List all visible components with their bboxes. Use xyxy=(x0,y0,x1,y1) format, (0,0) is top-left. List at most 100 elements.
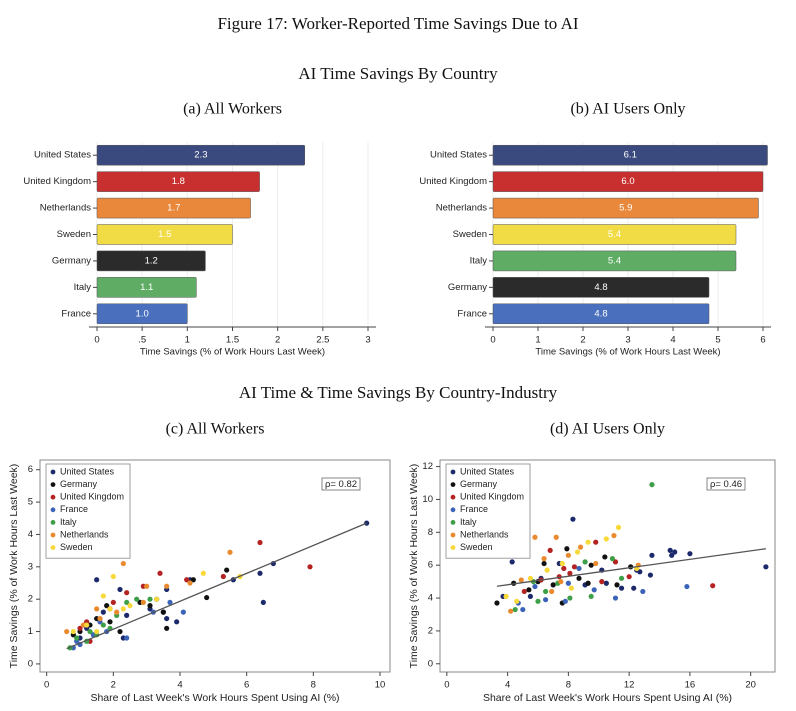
y-tick-label: 8 xyxy=(428,527,433,538)
point xyxy=(672,549,678,555)
point xyxy=(140,599,146,606)
point xyxy=(588,562,594,568)
point xyxy=(120,560,126,567)
point xyxy=(110,599,116,606)
point xyxy=(174,619,180,625)
point xyxy=(542,588,549,595)
x-tick-label: 2 xyxy=(111,680,116,691)
point xyxy=(160,609,166,615)
bar-value-label: 1.1 xyxy=(140,282,153,293)
point xyxy=(110,573,116,580)
point xyxy=(124,612,130,618)
legend-label: Netherlands xyxy=(460,529,509,539)
point xyxy=(114,609,120,615)
point xyxy=(591,587,597,593)
chart-subtitle: (b) AI Users Only xyxy=(570,101,685,118)
y-tick-label: 5 xyxy=(28,497,33,508)
legend-label: Germany xyxy=(60,479,98,489)
point xyxy=(614,582,620,588)
point xyxy=(532,583,538,590)
legend-label: United States xyxy=(460,466,515,476)
point xyxy=(549,588,555,595)
point xyxy=(585,539,591,545)
y-tick-label: 12 xyxy=(422,461,433,472)
legend-marker xyxy=(50,532,56,538)
point xyxy=(184,577,190,583)
y-tick-label: 10 xyxy=(422,494,433,505)
bar-value-label: 6.0 xyxy=(621,176,634,187)
x-tick-label: 0 xyxy=(444,680,449,691)
figure-title: Figure 17: Worker-Reported Time Savings … xyxy=(217,14,578,33)
point xyxy=(561,565,567,572)
x-tick-label: .5 xyxy=(138,335,146,346)
bar-value-label: 5.9 xyxy=(619,203,632,214)
point xyxy=(220,573,226,580)
category-label: United Kingdom xyxy=(419,176,487,187)
legend-marker xyxy=(450,469,456,475)
point xyxy=(558,579,564,585)
bar-value-label: 4.8 xyxy=(594,282,607,293)
y-tick-label: 4 xyxy=(428,593,433,604)
legend-marker xyxy=(50,482,56,487)
point xyxy=(520,606,526,613)
category-label: United States xyxy=(430,150,487,161)
x-tick-label: 16 xyxy=(685,680,696,691)
point xyxy=(117,628,123,635)
legend-marker xyxy=(50,545,56,550)
point xyxy=(541,560,547,567)
x-axis-label: Time Savings (% of Work Hours Last Week) xyxy=(535,347,720,358)
legend-marker xyxy=(50,520,56,525)
x-tick-label: 8 xyxy=(311,680,316,691)
category-label: France xyxy=(61,308,91,319)
bar-value-label: 1.0 xyxy=(136,308,149,319)
x-tick-label: 10 xyxy=(375,680,386,691)
point xyxy=(521,588,527,595)
point xyxy=(94,628,100,635)
x-tick-label: 3 xyxy=(365,335,370,346)
annotation: ρ= 0.46 xyxy=(710,479,742,490)
legend-label: Sweden xyxy=(460,542,493,552)
x-axis-label: Time Savings (% of Work Hours Last Week) xyxy=(140,347,325,358)
point xyxy=(190,577,196,583)
bar-value-label: 1.5 xyxy=(158,229,171,240)
x-tick-label: 5 xyxy=(715,335,720,346)
point xyxy=(615,524,622,530)
point xyxy=(647,572,654,578)
point xyxy=(547,547,553,553)
point xyxy=(154,596,160,602)
point xyxy=(100,593,106,599)
point xyxy=(585,580,591,586)
point xyxy=(127,603,133,609)
point xyxy=(120,606,126,612)
point xyxy=(107,606,113,612)
point xyxy=(509,559,515,565)
legend-box xyxy=(445,463,531,559)
legend-label: France xyxy=(460,504,488,514)
annotation-box xyxy=(706,477,746,491)
legend-marker xyxy=(50,494,56,500)
x-tick-label: 6 xyxy=(760,335,765,346)
point xyxy=(526,587,532,593)
point xyxy=(640,588,646,595)
point xyxy=(611,532,617,539)
category-label: United States xyxy=(34,150,91,161)
y-tick-label: 3 xyxy=(28,561,33,572)
point xyxy=(544,567,550,573)
point xyxy=(104,603,110,609)
point xyxy=(74,635,80,641)
annotation: ρ= 0.82 xyxy=(325,479,357,490)
y-tick-label: 6 xyxy=(28,464,33,475)
point xyxy=(94,577,100,583)
point xyxy=(649,552,655,558)
x-tick-label: 1 xyxy=(185,335,190,346)
point xyxy=(684,583,690,590)
point xyxy=(710,583,716,589)
annotation-box xyxy=(321,477,361,491)
category-label: Germany xyxy=(52,255,91,266)
point xyxy=(527,593,533,600)
point xyxy=(602,554,608,560)
point xyxy=(618,585,625,591)
point xyxy=(626,574,632,580)
point xyxy=(612,595,619,601)
